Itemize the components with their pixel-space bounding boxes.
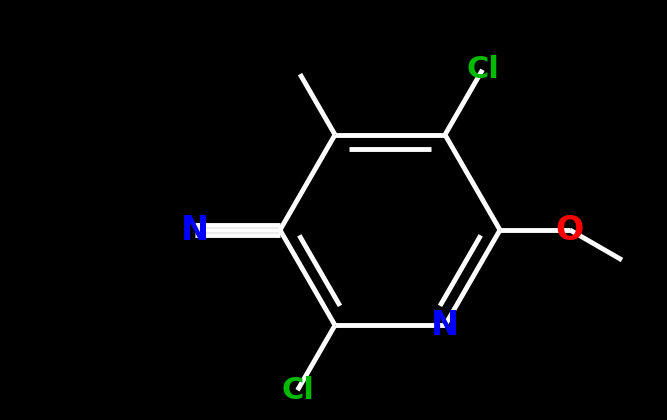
Text: N: N bbox=[181, 213, 209, 247]
Text: Cl: Cl bbox=[281, 376, 314, 405]
Text: N: N bbox=[431, 309, 459, 342]
Text: Cl: Cl bbox=[466, 55, 499, 84]
Text: O: O bbox=[556, 213, 584, 247]
